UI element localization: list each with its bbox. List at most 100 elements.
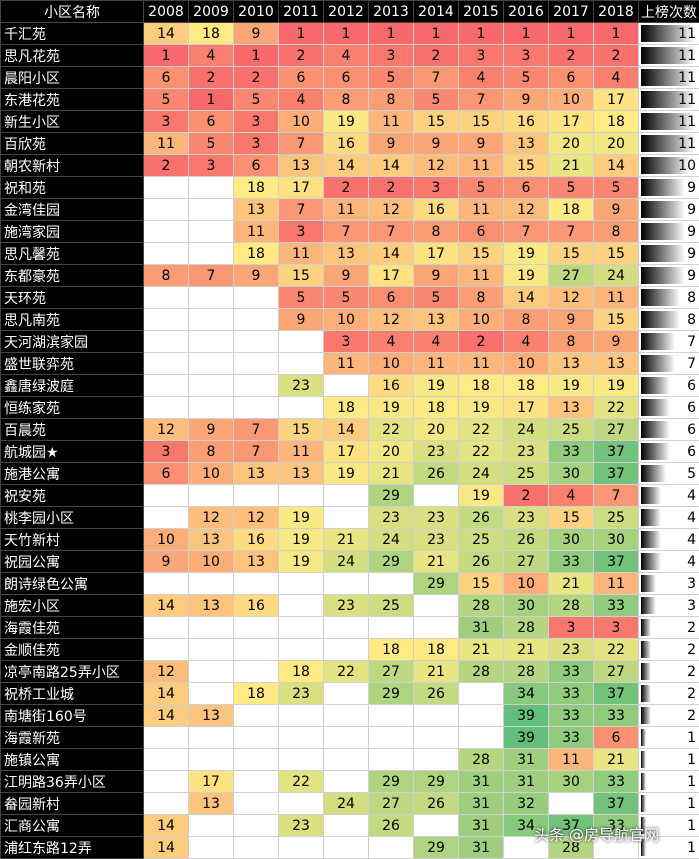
empty-cell [278, 572, 324, 595]
count-bar [641, 245, 686, 262]
rank-cell: 10 [458, 308, 504, 331]
empty-cell [233, 396, 279, 419]
rank-cell: 26 [458, 506, 504, 529]
rank-cell: 14 [323, 154, 369, 177]
rank-cell: 23 [548, 638, 594, 661]
rank-cell: 8 [413, 220, 459, 243]
rank-cell: 21 [413, 660, 459, 683]
count-value: 1 [687, 729, 696, 746]
rank-cell: 21 [458, 638, 504, 661]
rank-cell: 1 [458, 22, 504, 45]
table-row: 东港花苑 5 1 5 4 8 8 5 7 9 10 17 11 [0, 88, 699, 111]
rank-cell: 21 [548, 572, 594, 595]
rank-cell: 9 [413, 264, 459, 287]
count-cell: 6 [638, 418, 699, 441]
count-value: 6 [687, 443, 696, 460]
table-row: 东都豪苑 8 7 9 15 9 17 9 11 19 27 24 9 [0, 264, 699, 287]
table-row: 畚园新村 13 24 27 26 31 32 37 1 [0, 792, 699, 815]
rank-cell: 15 [548, 506, 594, 529]
count-cell: 1 [638, 748, 699, 771]
table-row: 盛世联弈苑 11 10 11 11 10 13 13 7 [0, 352, 699, 375]
column-header: 2011 [278, 0, 324, 23]
empty-cell [188, 176, 234, 199]
rank-cell: 39 [503, 726, 549, 749]
empty-cell [323, 572, 369, 595]
rank-cell: 13 [548, 352, 594, 375]
column-header: 上榜次数 [638, 0, 699, 23]
rank-cell: 4 [458, 66, 504, 89]
community-name: 海霞佳苑 [0, 616, 144, 639]
rank-cell: 3 [278, 220, 324, 243]
count-bar [641, 69, 695, 86]
rank-cell: 24 [323, 792, 369, 815]
table-row: 凉亭南路25弄小区 12 18 22 27 21 28 28 33 27 2 [0, 660, 699, 683]
table-row: 恒练家苑 18 19 18 19 17 13 22 6 [0, 396, 699, 419]
empty-cell [233, 572, 279, 595]
empty-cell [413, 748, 459, 771]
rank-cell: 24 [458, 462, 504, 485]
rank-cell: 7 [368, 220, 414, 243]
count-bar [641, 135, 695, 152]
rank-cell: 25 [593, 506, 639, 529]
rank-cell: 33 [548, 704, 594, 727]
rank-cell: 4 [323, 44, 369, 67]
column-header: 2017 [548, 0, 594, 23]
count-value: 9 [687, 223, 696, 240]
rank-cell: 4 [278, 88, 324, 111]
empty-cell [458, 726, 504, 749]
rank-cell: 8 [323, 88, 369, 111]
rank-cell: 3 [188, 154, 234, 177]
count-bar [641, 575, 656, 592]
table-row: 金顺佳苑 18 18 21 21 23 22 2 [0, 638, 699, 661]
count-cell: 4 [638, 484, 699, 507]
count-cell: 11 [638, 44, 699, 67]
rank-cell: 34 [503, 814, 549, 837]
rank-cell: 27 [548, 264, 594, 287]
community-name: 晨阳小区 [0, 66, 144, 89]
count-cell: 8 [638, 308, 699, 331]
empty-cell [413, 594, 459, 617]
rank-cell: 21 [368, 462, 414, 485]
rank-cell: 15 [548, 242, 594, 265]
count-value: 11 [678, 91, 696, 108]
empty-cell [233, 616, 279, 639]
rank-cell: 32 [503, 792, 549, 815]
rank-cell: 6 [458, 220, 504, 243]
empty-cell [188, 572, 234, 595]
table-row: 朗诗绿色公寓 29 15 10 21 11 3 [0, 572, 699, 595]
count-cell: 9 [638, 242, 699, 265]
count-cell: 6 [638, 396, 699, 419]
table-row: 祝桥工业城 14 18 23 29 26 34 33 37 2 [0, 682, 699, 705]
rank-cell: 31 [458, 836, 504, 859]
count-bar [641, 487, 661, 504]
rank-cell: 16 [323, 132, 369, 155]
empty-cell [188, 660, 234, 683]
rank-cell: 11 [548, 748, 594, 771]
count-value: 8 [687, 289, 696, 306]
empty-cell [323, 836, 369, 859]
rank-cell: 7 [278, 132, 324, 155]
rank-cell: 19 [323, 110, 369, 133]
table-row: 思凡馨苑 18 11 13 14 17 15 19 15 15 9 [0, 242, 699, 265]
rank-cell: 28 [548, 594, 594, 617]
rank-cell: 14 [143, 836, 189, 859]
rank-cell: 4 [413, 330, 459, 353]
rank-cell: 33 [593, 594, 639, 617]
empty-cell [368, 572, 414, 595]
rank-cell: 37 [593, 792, 639, 815]
count-bar [641, 729, 646, 746]
count-value: 3 [687, 597, 696, 614]
community-name: 朗诗绿色公寓 [0, 572, 144, 595]
table-row: 汇商公寓 14 23 26 31 34 37 33 1 [0, 814, 699, 837]
empty-cell [233, 814, 279, 837]
count-cell: 2 [638, 638, 699, 661]
rank-cell: 2 [278, 44, 324, 67]
empty-cell [278, 616, 324, 639]
empty-cell [188, 748, 234, 771]
rank-cell: 7 [413, 66, 459, 89]
rank-cell: 27 [368, 792, 414, 815]
rank-cell: 17 [323, 440, 369, 463]
empty-cell [233, 704, 279, 727]
rank-cell: 21 [503, 638, 549, 661]
empty-cell [323, 814, 369, 837]
